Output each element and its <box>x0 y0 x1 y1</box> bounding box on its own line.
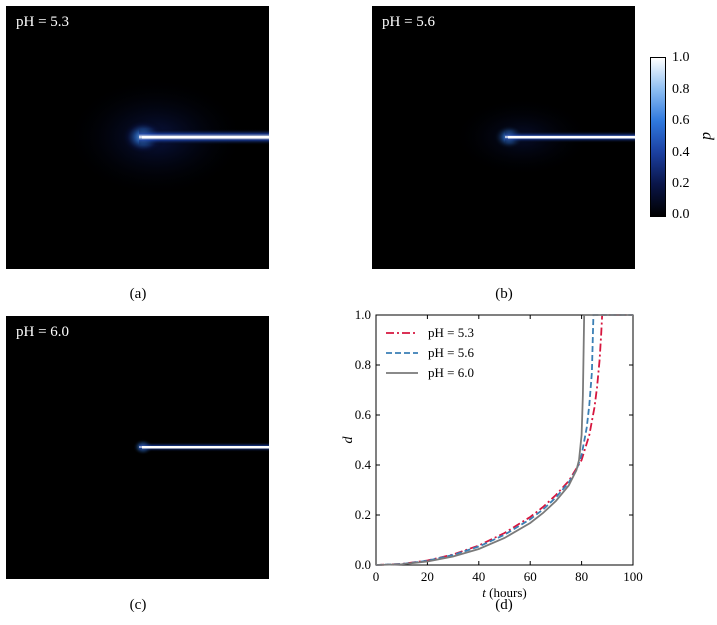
x-tick-label: 40 <box>472 569 485 584</box>
contour-panel-b: pH = 5.6 <box>372 6 635 269</box>
contour-panel-a: pH = 5.3 <box>6 6 269 269</box>
x-tick-label: 20 <box>421 569 434 584</box>
crack-field-a <box>66 77 269 197</box>
colorbar-tick-label: 0.4 <box>672 145 690 160</box>
panel-a-ph-label: pH = 5.3 <box>16 14 70 30</box>
x-tick-label: 0 <box>373 569 380 584</box>
crack-field-c <box>133 439 269 455</box>
colorbar-tick-label: 0.6 <box>672 113 690 128</box>
colorbar-tick-label: 1.0 <box>672 50 690 65</box>
contour-panel-c: pH = 6.0 <box>6 316 269 579</box>
colorbar-gradient <box>651 58 665 216</box>
series-line-3 <box>375 314 633 566</box>
y-tick-label: 1.0 <box>355 307 371 322</box>
legend-label: pH = 6.0 <box>428 365 474 380</box>
panel-b-caption: (b) <box>495 286 513 302</box>
legend-label: pH = 5.6 <box>428 345 474 360</box>
colorbar-label: d <box>699 132 716 140</box>
legend-label: pH = 5.3 <box>428 325 474 340</box>
x-tick-label: 100 <box>623 569 643 584</box>
colorbar-tick-label: 0.0 <box>672 207 690 222</box>
y-tick-label: 0.2 <box>355 507 371 522</box>
x-axis-label: t (hours) <box>482 585 526 600</box>
x-tick-label: 80 <box>575 569 588 584</box>
y-tick-label: 0.8 <box>355 357 371 372</box>
y-axis-label: d <box>341 436 356 444</box>
colorbar-tick-label: 0.2 <box>672 176 690 191</box>
panel-c-ph-label: pH = 6.0 <box>16 324 70 340</box>
panel-d-caption: (d) <box>495 597 513 613</box>
damage-vs-time-chart: 0 20 40 60 80 100 0.0 0.2 0.4 0.6 0.8 1.0 t (hours) d… <box>341 307 643 600</box>
series-line-2 <box>375 314 633 566</box>
y-tick-label: 0.6 <box>355 407 372 422</box>
y-tick-label: 0.4 <box>355 457 372 472</box>
y-tick-label: 0.0 <box>355 557 371 572</box>
crack-field-b <box>452 97 635 177</box>
x-tick-label: 60 <box>524 569 537 584</box>
colorbar-tick-label: 0.8 <box>672 82 690 97</box>
panel-b-ph-label: pH = 5.6 <box>382 14 436 30</box>
panel-a-caption: (a) <box>129 286 147 302</box>
colorbar <box>650 57 666 217</box>
panel-c-caption: (c) <box>129 597 147 613</box>
series-line-1 <box>375 314 633 566</box>
plot-frame <box>375 314 634 566</box>
plot-area: 0 20 40 60 80 100 0.0 0.2 0.4 0.6 0.8 1.0 t (hours) d… <box>341 307 643 600</box>
